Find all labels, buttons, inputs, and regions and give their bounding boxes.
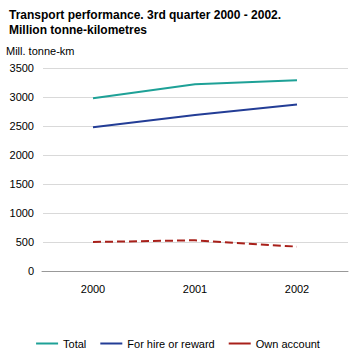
svg-text:500: 500 bbox=[16, 236, 34, 248]
svg-text:2002: 2002 bbox=[285, 283, 309, 295]
svg-text:Transport performance. 3rd qua: Transport performance. 3rd quarter 2000 … bbox=[9, 8, 281, 22]
svg-text:3500: 3500 bbox=[10, 62, 34, 74]
svg-text:2500: 2500 bbox=[10, 120, 34, 132]
svg-text:For hire or reward: For hire or reward bbox=[127, 338, 214, 350]
svg-text:Total: Total bbox=[63, 338, 86, 350]
svg-text:Own account: Own account bbox=[256, 338, 320, 350]
svg-text:2000: 2000 bbox=[81, 283, 105, 295]
svg-text:Million tonne-kilometres: Million tonne-kilometres bbox=[9, 23, 147, 37]
svg-text:Mill. tonne-km: Mill. tonne-km bbox=[6, 45, 74, 57]
svg-text:2001: 2001 bbox=[183, 283, 207, 295]
svg-text:1000: 1000 bbox=[10, 207, 34, 219]
svg-text:3000: 3000 bbox=[10, 91, 34, 103]
svg-text:1500: 1500 bbox=[10, 178, 34, 190]
svg-text:0: 0 bbox=[28, 265, 34, 277]
svg-text:2000: 2000 bbox=[10, 149, 34, 161]
